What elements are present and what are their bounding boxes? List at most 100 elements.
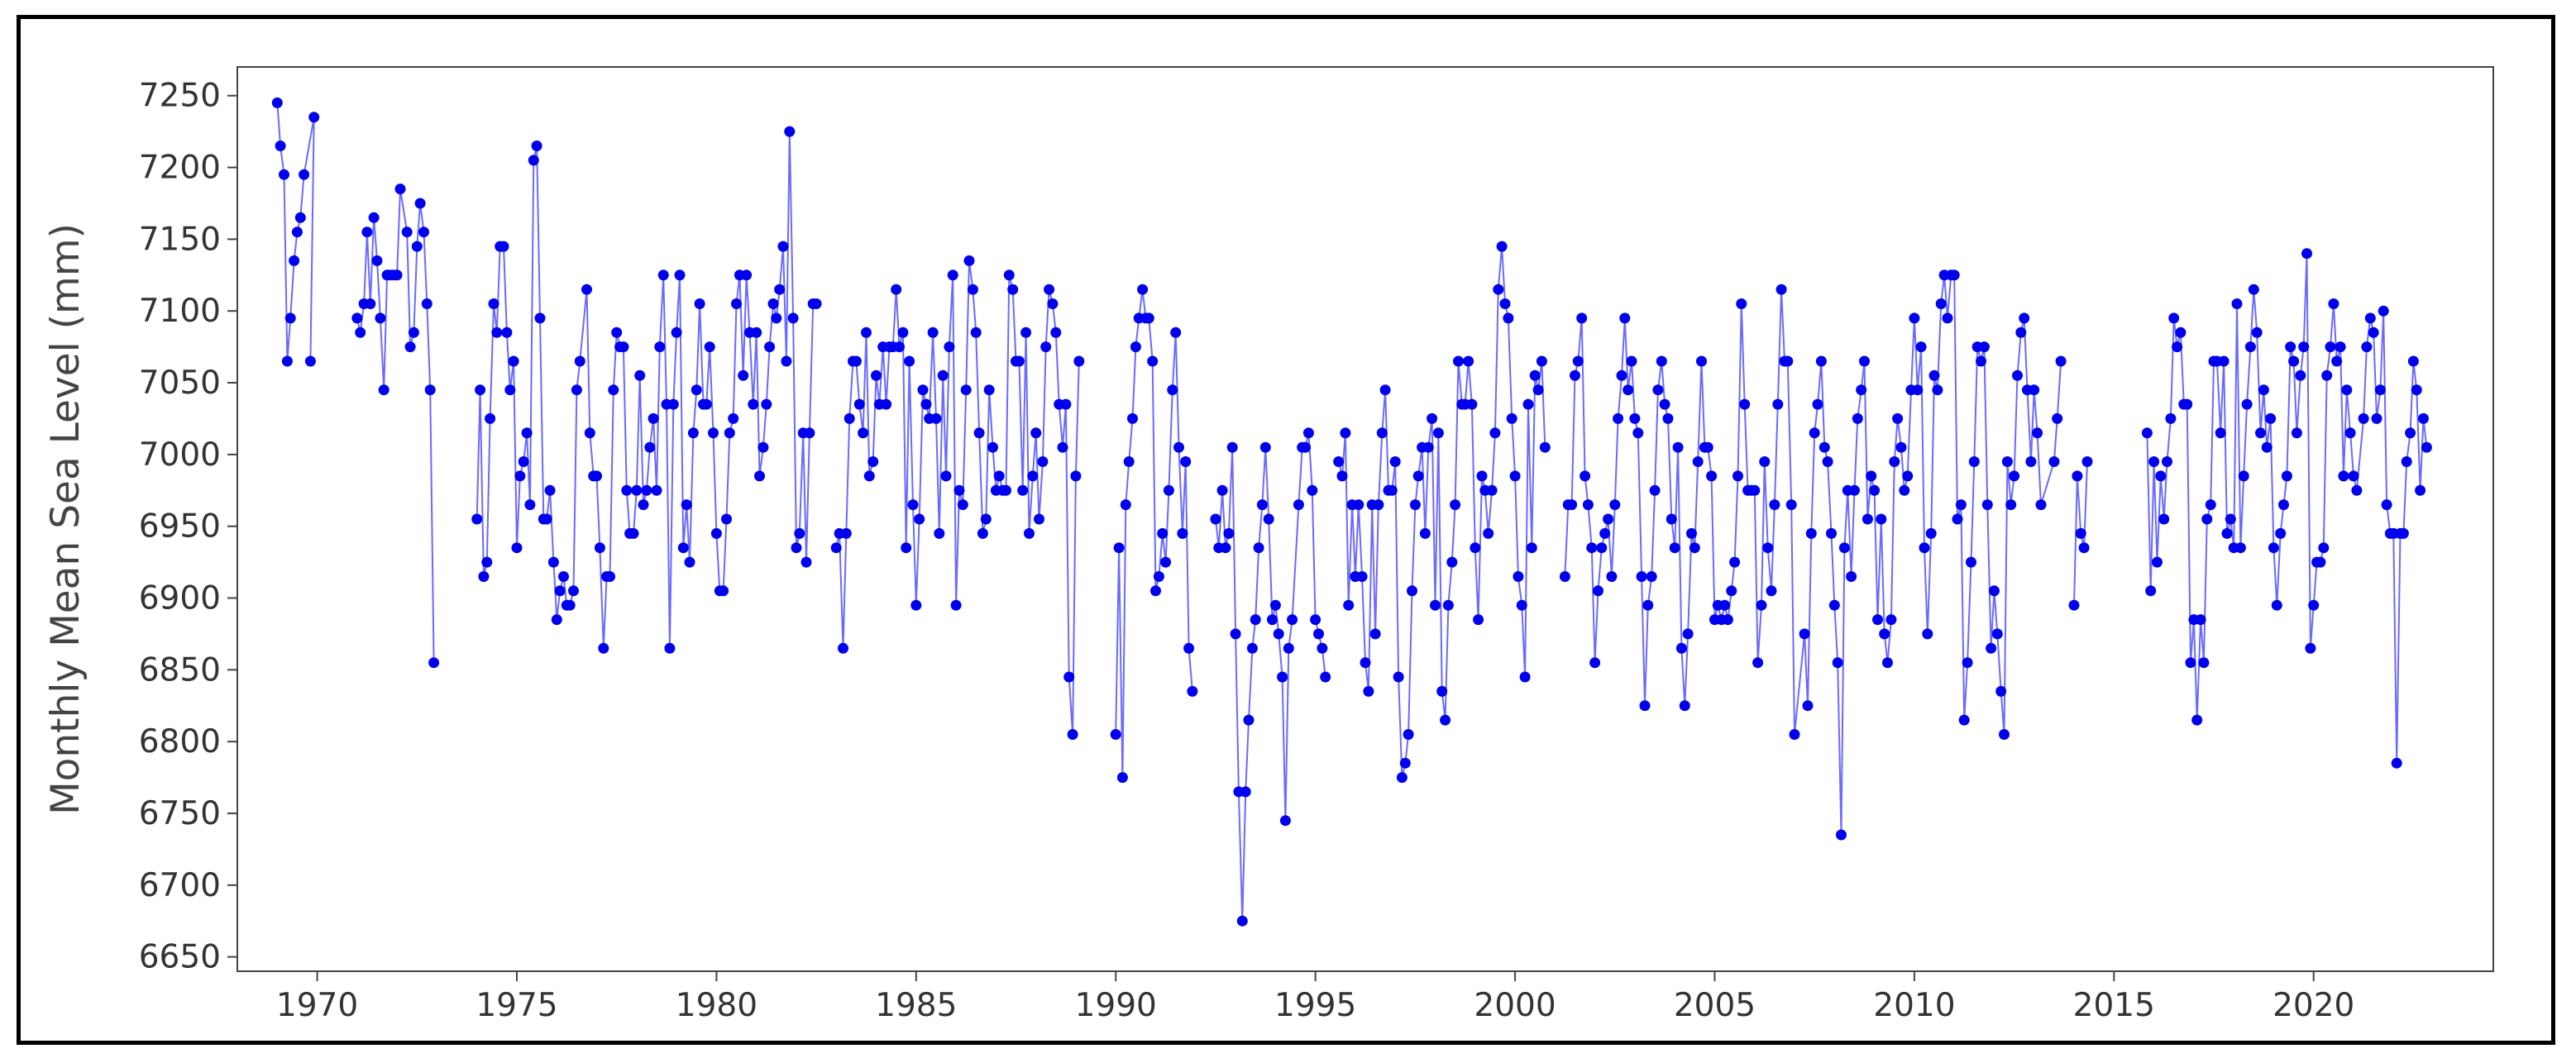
data-point <box>894 341 905 353</box>
data-point <box>1566 499 1578 511</box>
y-tick-label: 7250 <box>139 78 221 115</box>
data-point <box>1529 369 1541 381</box>
data-point <box>694 298 705 309</box>
data-point <box>1236 915 1248 927</box>
data-point <box>528 155 539 166</box>
data-point <box>1187 685 1198 697</box>
data-point <box>1879 628 1890 640</box>
data-point <box>2371 412 2382 424</box>
data-point <box>414 198 426 209</box>
data-point <box>1656 355 1667 367</box>
series-line-segment <box>1214 432 1326 922</box>
data-point <box>2378 305 2389 317</box>
data-point <box>1785 499 1797 511</box>
data-point <box>1642 599 1654 611</box>
data-point <box>1450 499 1461 511</box>
data-point <box>1123 456 1135 467</box>
data-point <box>1376 427 1388 439</box>
data-point <box>2198 657 2210 669</box>
data-point <box>881 398 892 410</box>
data-point <box>1116 772 1128 784</box>
data-point <box>2158 513 2170 525</box>
data-point <box>1580 470 1591 482</box>
data-point <box>2015 327 2027 338</box>
data-point <box>1932 384 1943 396</box>
data-point <box>651 484 662 496</box>
y-tick-label: 7100 <box>139 293 221 330</box>
figure-frame: 6650 6700 6750 6800 6850 6900 6950 7000 7050 7100… <box>17 15 2555 1045</box>
data-point <box>544 484 556 496</box>
data-point <box>983 384 995 396</box>
data-point <box>634 369 646 381</box>
data-point <box>2391 757 2402 769</box>
data-point <box>1649 484 1661 496</box>
data-point <box>1180 456 1192 467</box>
series-line-segment <box>1337 246 1546 778</box>
data-point <box>2068 599 2080 611</box>
data-point <box>2288 355 2300 367</box>
data-point <box>2278 499 2289 511</box>
data-point <box>977 527 988 539</box>
data-point <box>618 341 629 353</box>
data-point <box>1968 456 1980 467</box>
data-point <box>1629 412 1641 424</box>
data-point <box>1948 269 1960 281</box>
data-point <box>1955 499 1967 511</box>
data-point <box>671 327 682 338</box>
data-point <box>980 513 992 525</box>
data-point <box>1516 599 1527 611</box>
data-point <box>853 398 865 410</box>
data-point <box>1722 614 1733 626</box>
y-tick-label: 6800 <box>139 723 221 760</box>
data-point <box>771 312 782 324</box>
data-point <box>987 441 998 453</box>
data-point <box>1692 456 1704 467</box>
data-point <box>764 341 776 353</box>
data-point <box>1652 384 1664 396</box>
data-point <box>1919 542 1930 554</box>
data-point <box>2231 298 2243 309</box>
data-point <box>1143 312 1154 324</box>
data-point <box>1646 571 1657 582</box>
data-point <box>1340 427 1351 439</box>
data-point <box>1240 786 1251 798</box>
data-point <box>534 312 546 324</box>
data-point <box>724 427 735 439</box>
data-point <box>1999 729 2010 740</box>
data-point <box>648 412 659 424</box>
data-point <box>1419 527 1431 539</box>
data-point <box>2029 384 2040 396</box>
data-point <box>1822 456 1833 467</box>
data-point <box>1869 484 1881 496</box>
data-point <box>581 284 592 295</box>
data-point <box>2155 470 2167 482</box>
data-point <box>1476 470 1488 482</box>
data-point <box>1473 614 1484 626</box>
data-point <box>1826 527 1837 539</box>
data-point <box>1689 542 1700 554</box>
data-point <box>1493 284 1504 295</box>
data-point <box>1762 542 1774 554</box>
data-point <box>351 312 363 324</box>
data-point <box>2271 599 2282 611</box>
data-point <box>914 513 925 525</box>
data-point <box>621 484 633 496</box>
data-point <box>641 484 652 496</box>
data-point <box>1307 484 1318 496</box>
data-point <box>1379 384 1391 396</box>
data-point <box>1902 470 1914 482</box>
data-point <box>1160 556 1172 568</box>
data-point <box>731 298 742 309</box>
data-point <box>1958 714 1970 726</box>
data-point <box>934 527 945 539</box>
y-tick-label: 6750 <box>139 795 221 832</box>
data-point <box>1866 470 1877 482</box>
data-point <box>2321 369 2333 381</box>
data-point <box>1995 685 2007 697</box>
data-point <box>421 298 433 309</box>
data-point <box>1789 729 1800 740</box>
data-point <box>2301 248 2312 260</box>
data-point <box>2351 484 2363 496</box>
data-point <box>1719 599 1730 611</box>
data-point <box>891 284 902 295</box>
